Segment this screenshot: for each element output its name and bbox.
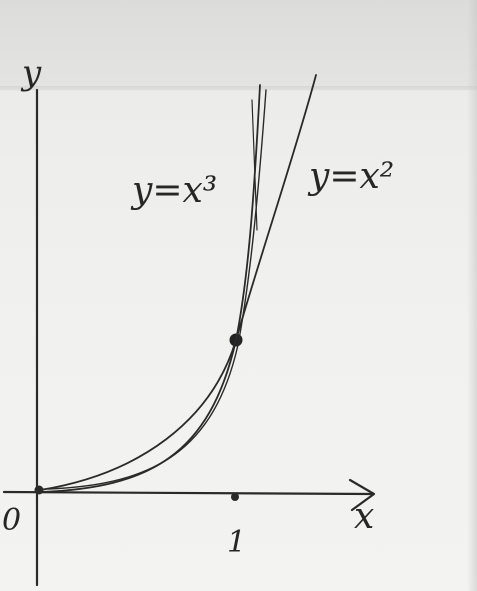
curve-x-cubed: [39, 84, 261, 493]
cubic-curve-label: y=x³: [130, 170, 217, 211]
y-axis-label: y: [20, 53, 42, 93]
x-axis: [2, 490, 374, 496]
curve-x-cubed-scribble: [251, 99, 258, 231]
curve-x-cubed-overstroke: [47, 89, 267, 490]
paper-fold-shadow: [0, 0, 477, 90]
paper-right-edge: [467, 0, 477, 591]
x-tick-1: [231, 493, 239, 501]
x-tick-label: 1: [227, 525, 246, 560]
x-axis-arrow-icon: [348, 478, 376, 512]
curve-x-squared: [39, 74, 317, 491]
x-axis-label: x: [354, 496, 374, 537]
square-curve-label: y=x²: [307, 156, 394, 197]
paper-edge: [0, 86, 477, 92]
origin-label: 0: [2, 503, 21, 538]
